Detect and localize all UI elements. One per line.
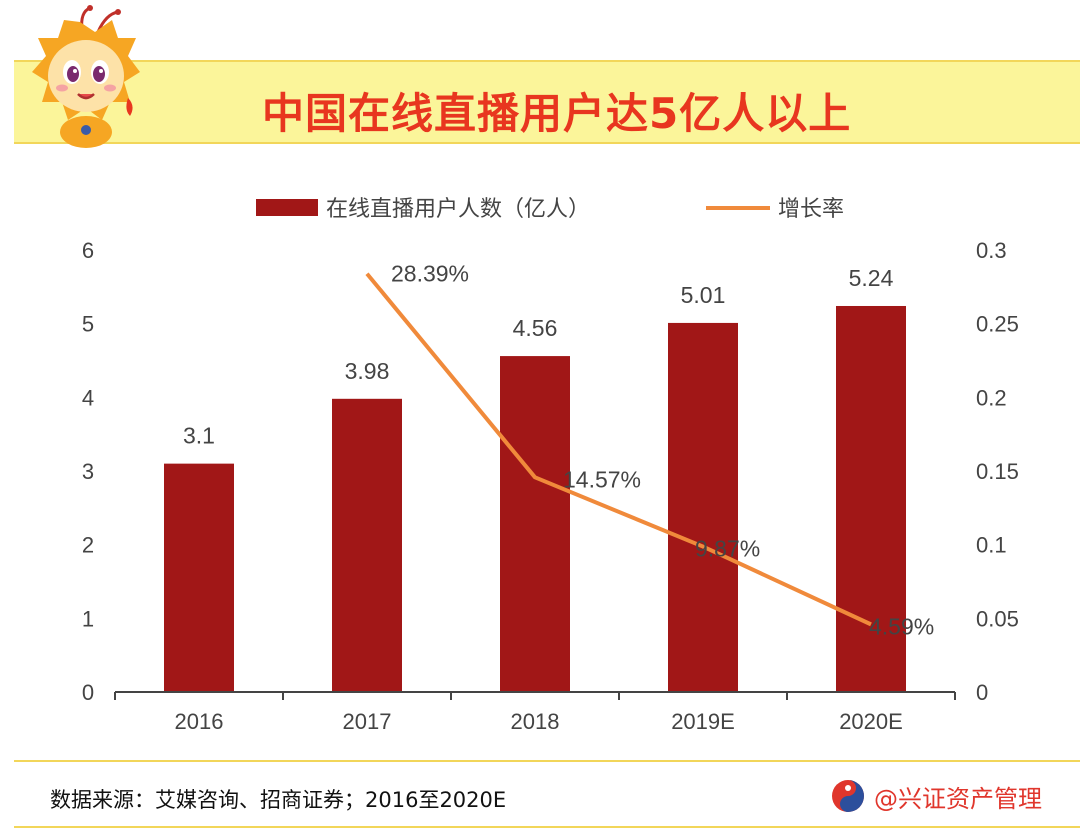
y-left-tick-label: 1 <box>82 606 94 631</box>
x-tick-label: 2018 <box>511 709 560 734</box>
brand-logo-icon <box>832 780 864 812</box>
y-right-tick-label: 0.15 <box>976 459 1019 484</box>
legend-line-label: 增长率 <box>778 196 844 221</box>
y-right-tick-label: 0.25 <box>976 312 1019 337</box>
bar-value-label: 4.56 <box>513 315 558 341</box>
y-right-tick-label: 0 <box>976 680 988 705</box>
bar-value-label: 5.01 <box>681 282 726 308</box>
x-tick-label: 2017 <box>343 709 392 734</box>
bar <box>668 322 738 692</box>
y-left-tick-label: 0 <box>82 680 94 705</box>
bar-value-label: 3.98 <box>345 358 390 384</box>
bar-value-label: 3.1 <box>183 423 215 449</box>
legend-bar-swatch <box>256 199 318 216</box>
legend-bar-label: 在线直播用户人数（亿人） <box>326 196 590 221</box>
y-right-tick-label: 0.1 <box>976 533 1007 558</box>
growth-rate-line <box>365 272 872 627</box>
y-left-tick-label: 5 <box>82 312 94 337</box>
y-left-tick-label: 4 <box>82 385 94 410</box>
y-right-tick-label: 0.2 <box>976 385 1007 410</box>
footer-divider-top <box>14 760 1080 762</box>
growth-rate-label: 28.39% <box>391 261 469 287</box>
data-source-note: 数据来源：艾媒咨询、招商证券；2016至2020E <box>50 788 507 812</box>
x-tick-label: 2016 <box>175 709 224 734</box>
chart-area: 0 1 2 3 4 5 6 0 0.05 0.1 0.15 0.2 0.25 0.3 3.1 3.98 4.… <box>82 196 1019 734</box>
x-tick-label: 2020E <box>839 709 903 734</box>
y-left-tick-label: 2 <box>82 533 94 558</box>
y-right-tick-label: 0.05 <box>976 606 1019 631</box>
x-tick-label: 2019E <box>671 709 735 734</box>
brand-watermark: @兴证资产管理 <box>830 778 1042 814</box>
growth-rate-label: 9.87% <box>695 536 760 562</box>
y-left-tick-label: 3 <box>82 459 94 484</box>
y-right-tick-label: 0.3 <box>976 238 1007 263</box>
title-banner <box>14 60 1080 144</box>
growth-rate-label: 4.59% <box>869 613 934 639</box>
footer-divider-bottom <box>14 826 1080 828</box>
page-title: 中国在线直播用户达5亿人以上 <box>262 89 852 138</box>
y-left-tick-label: 6 <box>82 238 94 263</box>
bar <box>164 463 234 692</box>
lion-mascot-icon <box>32 5 140 148</box>
bar <box>500 356 570 692</box>
growth-rate-label: 14.57% <box>563 466 641 492</box>
bar <box>836 305 906 692</box>
brand-name: @兴证资产管理 <box>874 784 1042 813</box>
bar-value-label: 5.24 <box>849 265 894 291</box>
bar <box>332 398 402 692</box>
